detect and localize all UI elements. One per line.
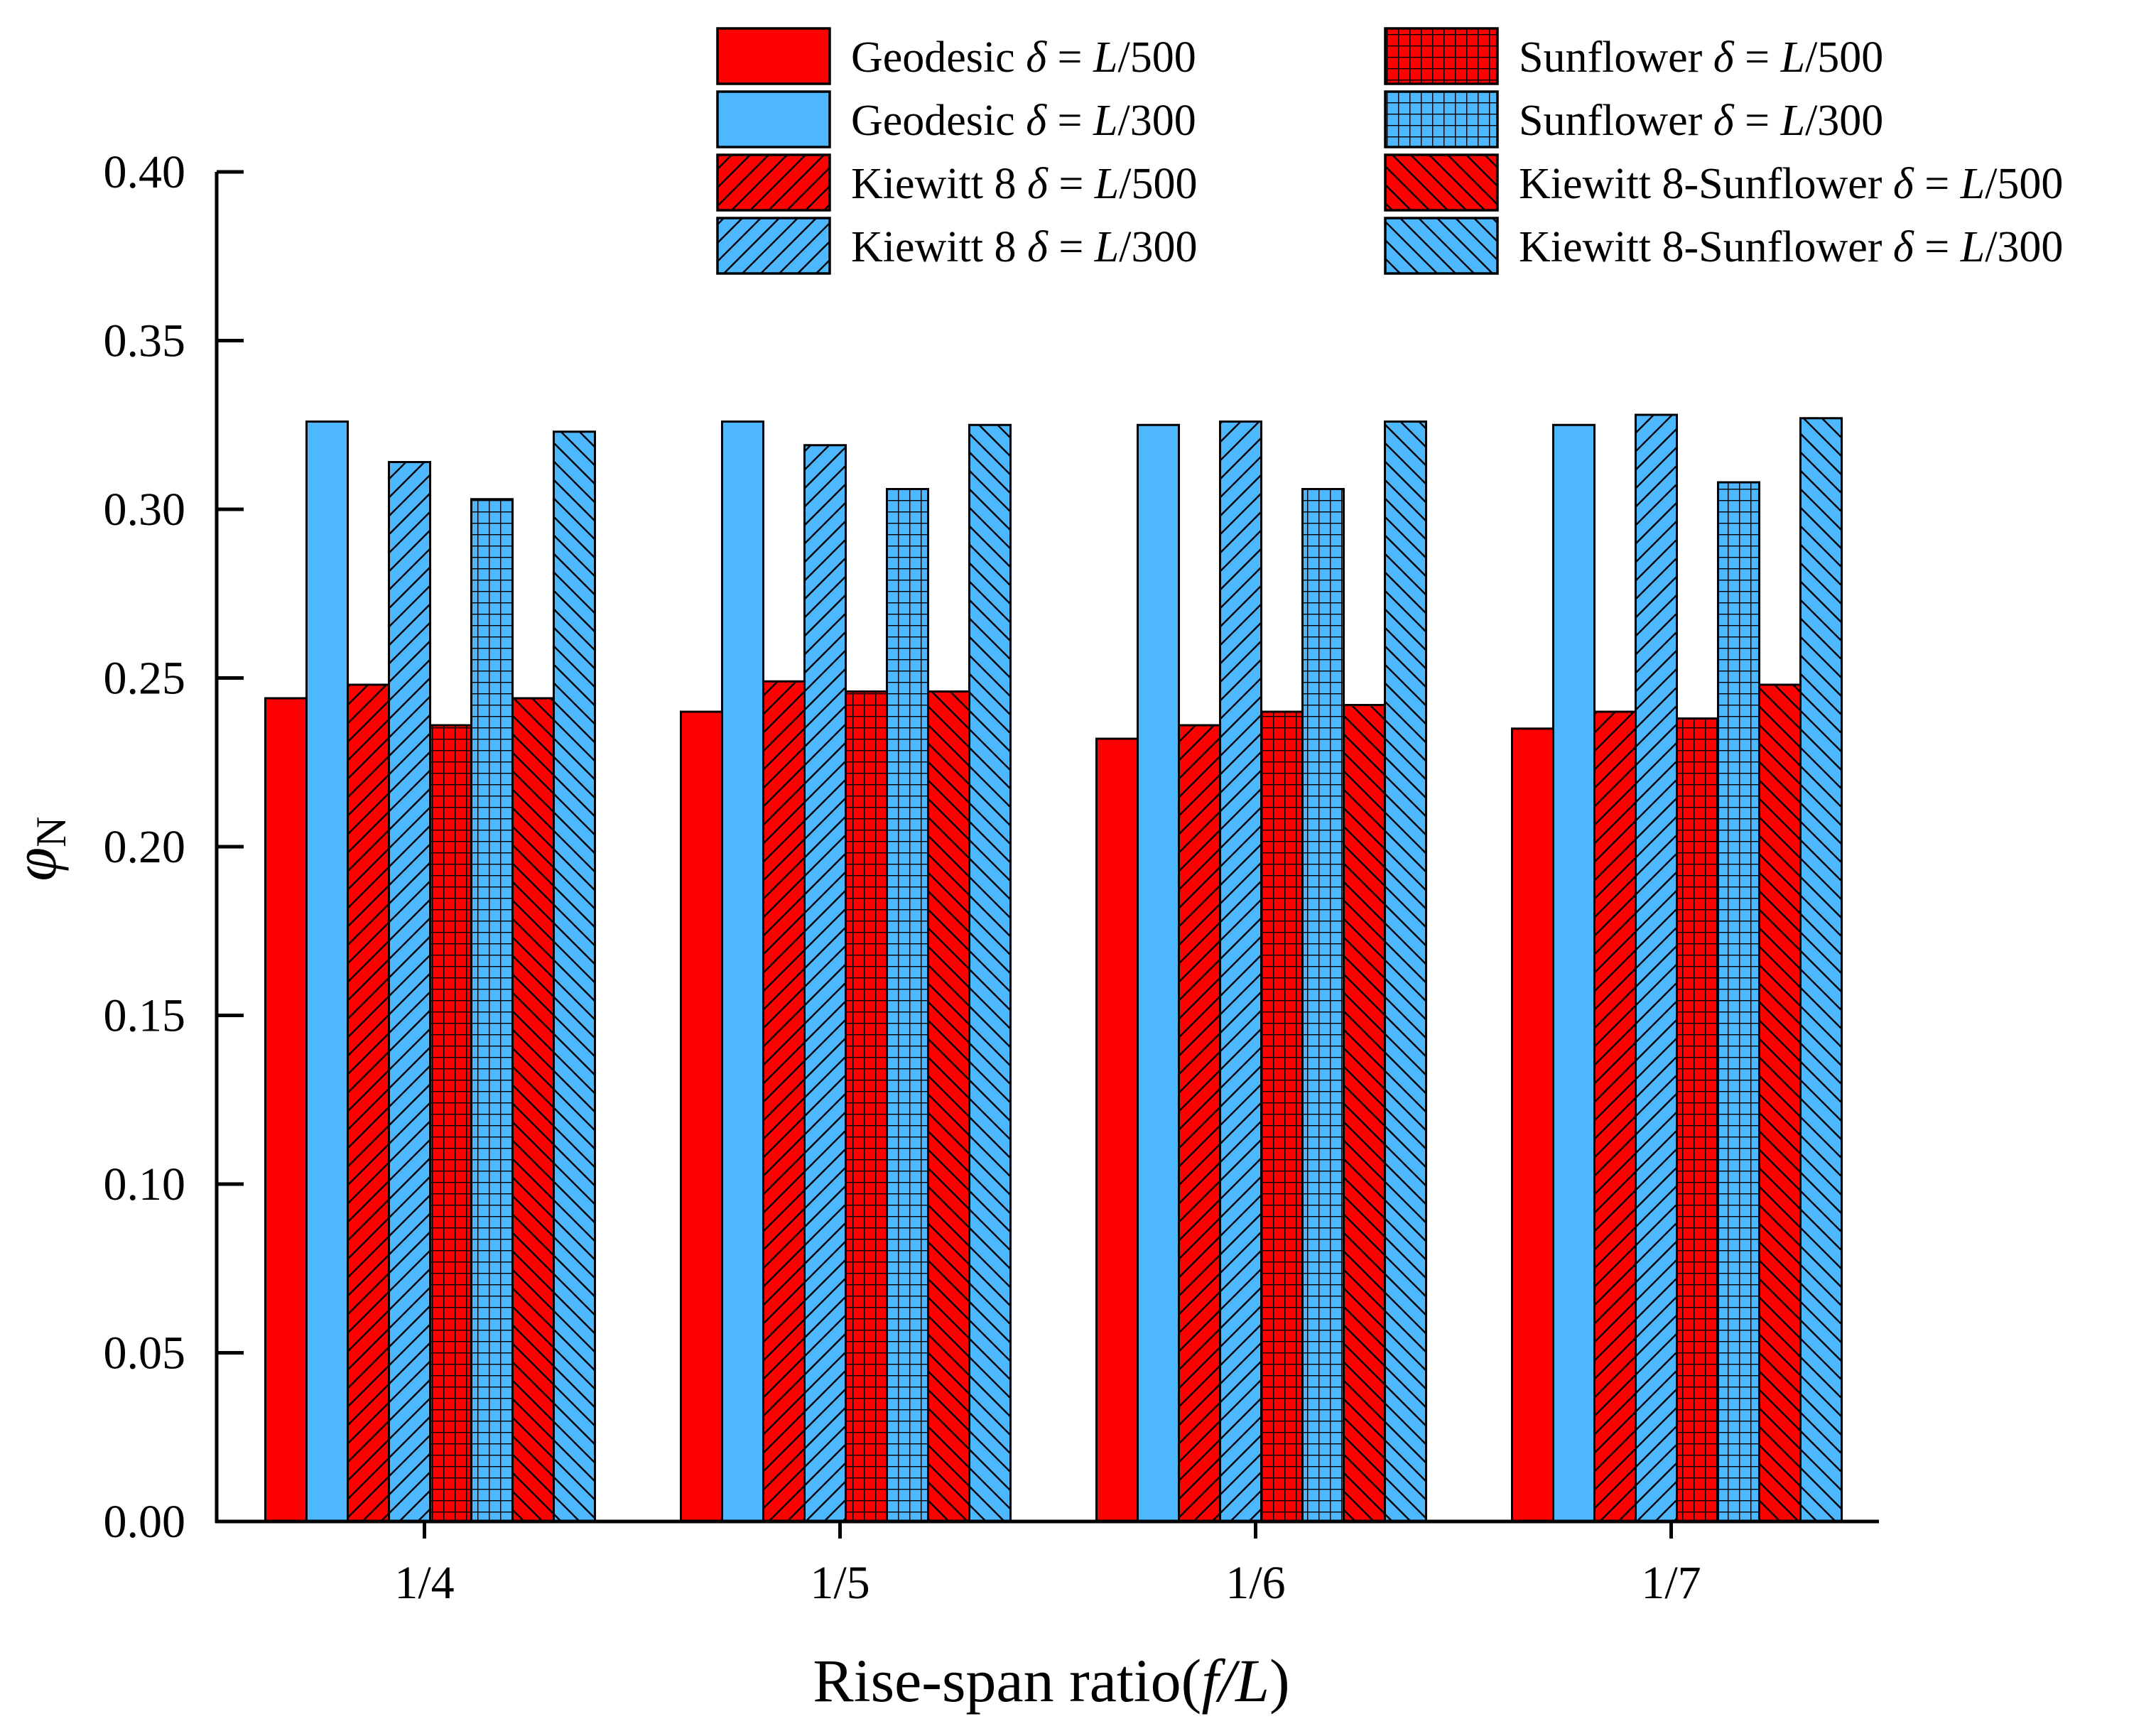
legend-item-8: Kiewitt 8-Sunflower δ = L/300 (1384, 217, 2063, 275)
bar-4-3 (1219, 421, 1262, 1523)
bar-2-1 (305, 421, 349, 1523)
bar-8-2 (968, 423, 1012, 1523)
legend-label: Kiewitt 8 δ = L/500 (851, 160, 1198, 208)
bar-4-4 (1635, 413, 1678, 1523)
legend: Geodesic δ = L/500 Sunflower δ = L/500 Geo… (716, 27, 2063, 275)
bar-1-3 (1095, 737, 1139, 1523)
legend-swatch (716, 153, 831, 212)
bar-6-1 (470, 498, 514, 1523)
bar-8-1 (553, 430, 596, 1523)
bar-7-3 (1343, 704, 1386, 1523)
bar-6-2 (886, 488, 929, 1523)
legend-item-1: Geodesic δ = L/500 (716, 27, 1196, 85)
y-tick-label: 0.10 (104, 1159, 186, 1210)
y-tick-label: 0.40 (104, 146, 186, 198)
legend-label: Kiewitt 8-Sunflower δ = L/500 (1519, 160, 2063, 208)
y-axis-subscript: N (28, 817, 75, 847)
y-tick-label: 0.25 (104, 653, 186, 705)
bar-5-3 (1260, 710, 1304, 1523)
bar-7-2 (927, 690, 970, 1523)
y-axis-symbol: φ (1, 847, 69, 881)
bar-2-3 (1137, 423, 1180, 1523)
legend-swatch (1384, 27, 1499, 85)
y-tick-label: 0.35 (104, 315, 186, 367)
legend-label: Geodesic δ = L/500 (851, 33, 1196, 82)
bars-layer (264, 413, 1843, 1523)
legend-label: Kiewitt 8-Sunflower δ = L/300 (1519, 223, 2063, 271)
legend-swatch (716, 90, 831, 148)
x-axis-label: Rise-span ratio(f/L) (813, 1647, 1289, 1715)
x-tick-label: 1/6 (1225, 1557, 1285, 1609)
legend-item-6: Sunflower δ = L/300 (1384, 90, 1883, 148)
legend-swatch (1384, 217, 1499, 275)
bar-1-2 (680, 710, 723, 1523)
y-axis-label: φN (1, 817, 75, 881)
legend-label: Sunflower δ = L/300 (1519, 97, 1883, 145)
y-tick-label: 0.15 (104, 990, 186, 1042)
bar-2-4 (1552, 423, 1596, 1523)
bar-1-4 (1511, 727, 1554, 1523)
legend-swatch (716, 27, 831, 85)
x-axis-label-italic: f/L (1201, 1647, 1269, 1715)
legend-item-2: Geodesic δ = L/300 (716, 90, 1196, 148)
y-tick-label: 0.20 (104, 821, 186, 873)
bar-8-4 (1799, 417, 1843, 1523)
legend-label: Sunflower δ = L/500 (1519, 33, 1883, 82)
bar-7-4 (1758, 683, 1802, 1523)
x-tick-label: 1/5 (810, 1557, 870, 1609)
bar-3-3 (1178, 724, 1221, 1523)
bar-5-1 (429, 724, 472, 1523)
y-tick-label: 0.05 (104, 1328, 186, 1379)
bar-4-2 (803, 444, 847, 1523)
legend-swatch (1384, 90, 1499, 148)
bar-5-4 (1676, 717, 1719, 1523)
x-tick-label: 1/7 (1641, 1557, 1701, 1609)
bar-4-1 (388, 461, 431, 1523)
legend-item-3: Kiewitt 8 δ = L/500 (716, 153, 1198, 212)
y-tick-label: 0.00 (104, 1496, 186, 1548)
x-tick-label: 1/4 (394, 1557, 454, 1609)
bar-1-1 (264, 697, 308, 1523)
bar-6-4 (1717, 481, 1760, 1523)
axes-layer: 0.00 0.05 0.10 0.15 0.20 0.25 0.30 0.35 0.40 1/4 1… (104, 146, 1879, 1609)
bar-5-2 (845, 690, 888, 1523)
legend-label: Kiewitt 8 δ = L/300 (851, 223, 1198, 271)
x-axis-label-close: ) (1269, 1647, 1290, 1715)
bar-8-3 (1384, 421, 1427, 1523)
bar-3-1 (347, 683, 390, 1523)
x-axis-label-main: Rise-span ratio( (813, 1647, 1201, 1715)
legend-item-7: Kiewitt 8-Sunflower δ = L/500 (1384, 153, 2063, 212)
legend-swatch (716, 217, 831, 275)
bar-3-2 (762, 680, 806, 1523)
bar-2-2 (721, 421, 764, 1523)
legend-item-4: Kiewitt 8 δ = L/300 (716, 217, 1198, 275)
legend-item-5: Sunflower δ = L/500 (1384, 27, 1883, 85)
legend-label: Geodesic δ = L/300 (851, 97, 1196, 145)
bar-6-3 (1301, 488, 1345, 1523)
bar-3-4 (1593, 710, 1637, 1523)
y-tick-label: 0.30 (104, 484, 186, 536)
legend-swatch (1384, 153, 1499, 212)
bar-7-1 (511, 697, 555, 1523)
